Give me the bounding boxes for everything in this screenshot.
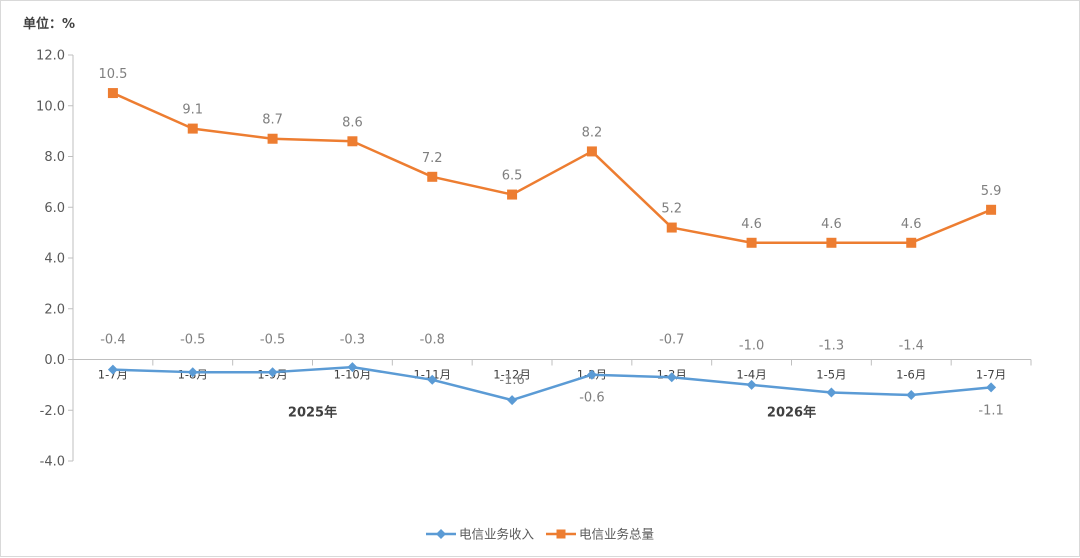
y-tick-label: 0.0 <box>44 353 65 368</box>
data-label: 10.5 <box>98 67 127 82</box>
x-category-label: 1-6月 <box>896 368 926 382</box>
series-line-2 <box>112 91 992 245</box>
x-category-label: 1-4月 <box>736 368 766 382</box>
y-tick-label: 2.0 <box>44 302 65 317</box>
data-label: 5.2 <box>661 202 682 217</box>
data-label: -1.3 <box>819 339 844 354</box>
data-label: -0.4 <box>100 333 125 348</box>
data-label: -0.6 <box>579 391 604 406</box>
data-label: 8.6 <box>342 115 363 130</box>
y-tick-label: 6.0 <box>44 201 65 216</box>
data-label: -0.7 <box>659 333 684 348</box>
data-label: -0.3 <box>340 333 365 348</box>
data-point <box>666 222 677 233</box>
data-label: 8.2 <box>582 125 603 140</box>
y-tick-label: -2.0 <box>40 404 65 419</box>
x-category-label: 1-10月 <box>334 368 372 382</box>
data-point <box>826 387 837 398</box>
data-label: 4.6 <box>901 217 922 232</box>
data-label: 7.2 <box>422 151 443 166</box>
unit-label: 单位：% <box>23 17 76 32</box>
data-label: -1.0 <box>739 339 764 354</box>
data-point <box>986 382 997 393</box>
data-point <box>666 372 677 383</box>
legend-label: 电信业务总量 <box>579 527 654 542</box>
y-tick-label: 12.0 <box>36 49 65 64</box>
y-tick-label: 4.0 <box>44 252 65 267</box>
data-point <box>986 204 997 215</box>
x-category-label: 1-5月 <box>816 368 846 382</box>
data-point <box>906 390 917 401</box>
y-tick-label: 10.0 <box>36 99 65 114</box>
data-point <box>267 133 278 144</box>
data-point <box>107 364 118 375</box>
x-category-label: 1-7月 <box>976 368 1006 382</box>
x-year-label: 2026年 <box>767 405 816 421</box>
data-label: 8.7 <box>262 113 283 128</box>
series-line-1 <box>112 365 992 402</box>
data-label: -1.1 <box>978 403 1003 418</box>
data-point <box>347 136 358 147</box>
data-label: 9.1 <box>182 103 203 118</box>
data-point <box>347 362 358 373</box>
data-label: -1.4 <box>899 339 924 354</box>
data-label: -0.5 <box>260 333 285 348</box>
y-tick-label: 8.0 <box>44 150 65 165</box>
data-point <box>187 123 198 134</box>
data-label: 4.6 <box>821 217 842 232</box>
data-point <box>107 88 118 99</box>
data-point <box>586 369 597 380</box>
data-point <box>746 237 757 248</box>
data-point <box>906 237 917 248</box>
data-point <box>267 367 278 378</box>
data-point <box>427 171 438 182</box>
data-label: 5.9 <box>981 184 1002 199</box>
data-point <box>187 367 198 378</box>
data-label: -1.6 <box>499 373 524 388</box>
data-point <box>507 395 518 406</box>
data-point <box>826 237 837 248</box>
legend-marker-square <box>556 529 566 539</box>
data-point <box>586 146 597 157</box>
data-point <box>427 374 438 385</box>
x-category-label: 1-12月 <box>493 368 531 382</box>
data-point <box>746 379 757 390</box>
data-point <box>507 189 518 200</box>
legend-marker-diamond <box>436 529 446 539</box>
y-tick-label: -4.0 <box>40 455 65 470</box>
data-label: -0.5 <box>180 333 205 348</box>
legend-label: 电信业务收入 <box>459 527 535 542</box>
data-label: -0.8 <box>420 333 445 348</box>
x-year-label: 2025年 <box>288 405 337 421</box>
data-label: 6.5 <box>502 169 523 184</box>
data-label: 4.6 <box>741 217 762 232</box>
